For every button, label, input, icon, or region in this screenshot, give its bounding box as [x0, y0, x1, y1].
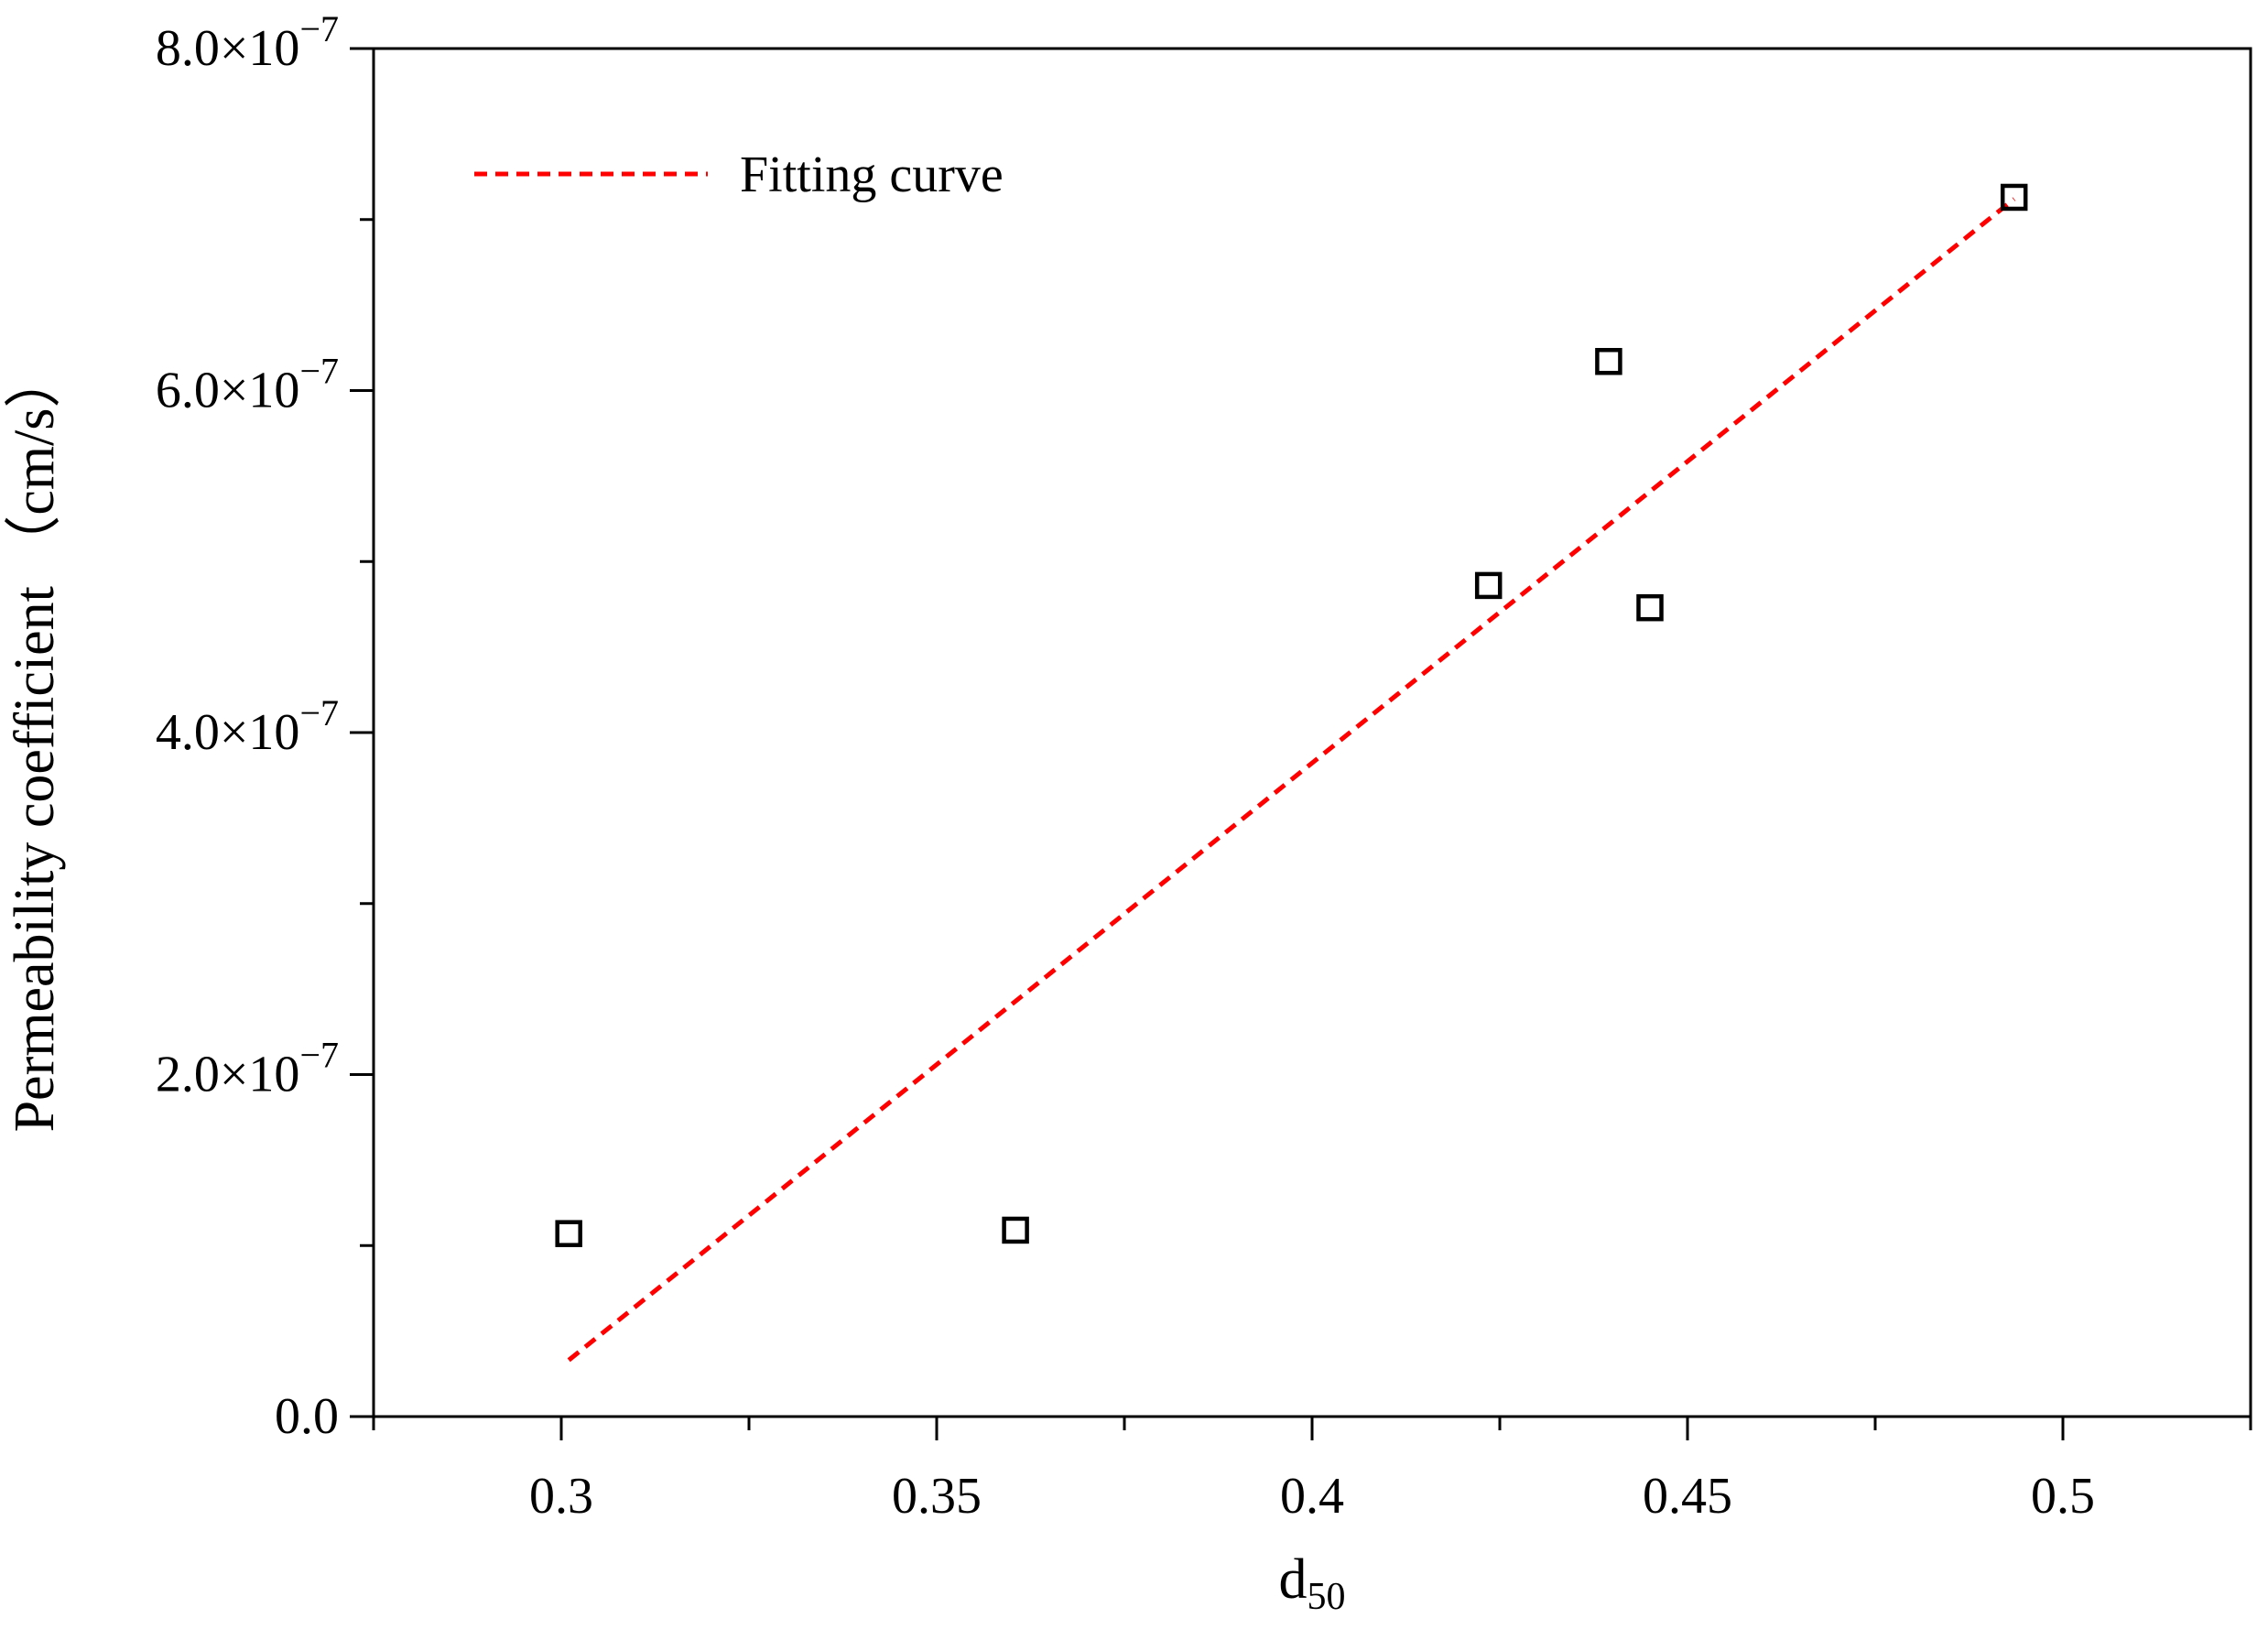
fitting-curve-layer [567, 197, 2016, 1363]
y-tick-label: 0.0 [275, 1388, 339, 1445]
x-tick-label: 0.45 [1643, 1468, 1732, 1525]
data-point-marker [1474, 571, 1503, 600]
y-tick-mantissa: 4.0×10 [156, 704, 300, 761]
x-axis: 0.3 0.35 0.4 0.45 0.5 [372, 1417, 2252, 1525]
y-tick-label: 6.0×10−7 [156, 351, 339, 419]
x-axis-title-main: d [1279, 1548, 1308, 1611]
x-axis-title: d50 [1279, 1548, 1346, 1618]
y-axis-title: Permeability coefficient （cm/s） [4, 352, 66, 1133]
y-tick-mantissa: 2.0×10 [156, 1047, 300, 1103]
data-point-marker [1002, 1216, 1029, 1244]
data-points-layer [555, 183, 2028, 1247]
data-point-marker [1595, 348, 1622, 375]
x-tick-label: 0.3 [529, 1468, 593, 1525]
x-tick-label: 0.5 [2031, 1468, 2095, 1525]
data-point-marker [1636, 593, 1664, 622]
y-tick-label: 4.0×10−7 [156, 692, 339, 761]
y-tick-label: 2.0×10−7 [156, 1035, 339, 1103]
y-axis: 0.02.0×10−74.0×10−76.0×10−78.0×10−7 [156, 8, 374, 1445]
y-tick-exponent: −7 [299, 692, 339, 733]
y-tick-exponent: −7 [299, 8, 339, 49]
x-tick-label: 0.4 [1280, 1468, 1344, 1525]
plot-area [372, 47, 2252, 1418]
y-tick-exponent: −7 [299, 351, 339, 392]
y-tick-mantissa: 0.0 [275, 1388, 339, 1445]
y-tick-mantissa: 6.0×10 [156, 363, 300, 419]
data-point-marker [555, 1220, 582, 1247]
y-tick-mantissa: 8.0×10 [156, 20, 300, 77]
y-tick-label: 8.0×10−7 [156, 8, 339, 77]
fitting-curve-line [567, 197, 2016, 1363]
x-axis-title-subscript: 50 [1308, 1576, 1346, 1618]
data-point-marker [2000, 183, 2028, 212]
y-tick-exponent: −7 [299, 1035, 339, 1076]
legend-label: Fitting curve [740, 147, 1004, 203]
x-tick-label: 0.35 [892, 1468, 982, 1525]
legend: Fitting curve [474, 147, 1004, 203]
